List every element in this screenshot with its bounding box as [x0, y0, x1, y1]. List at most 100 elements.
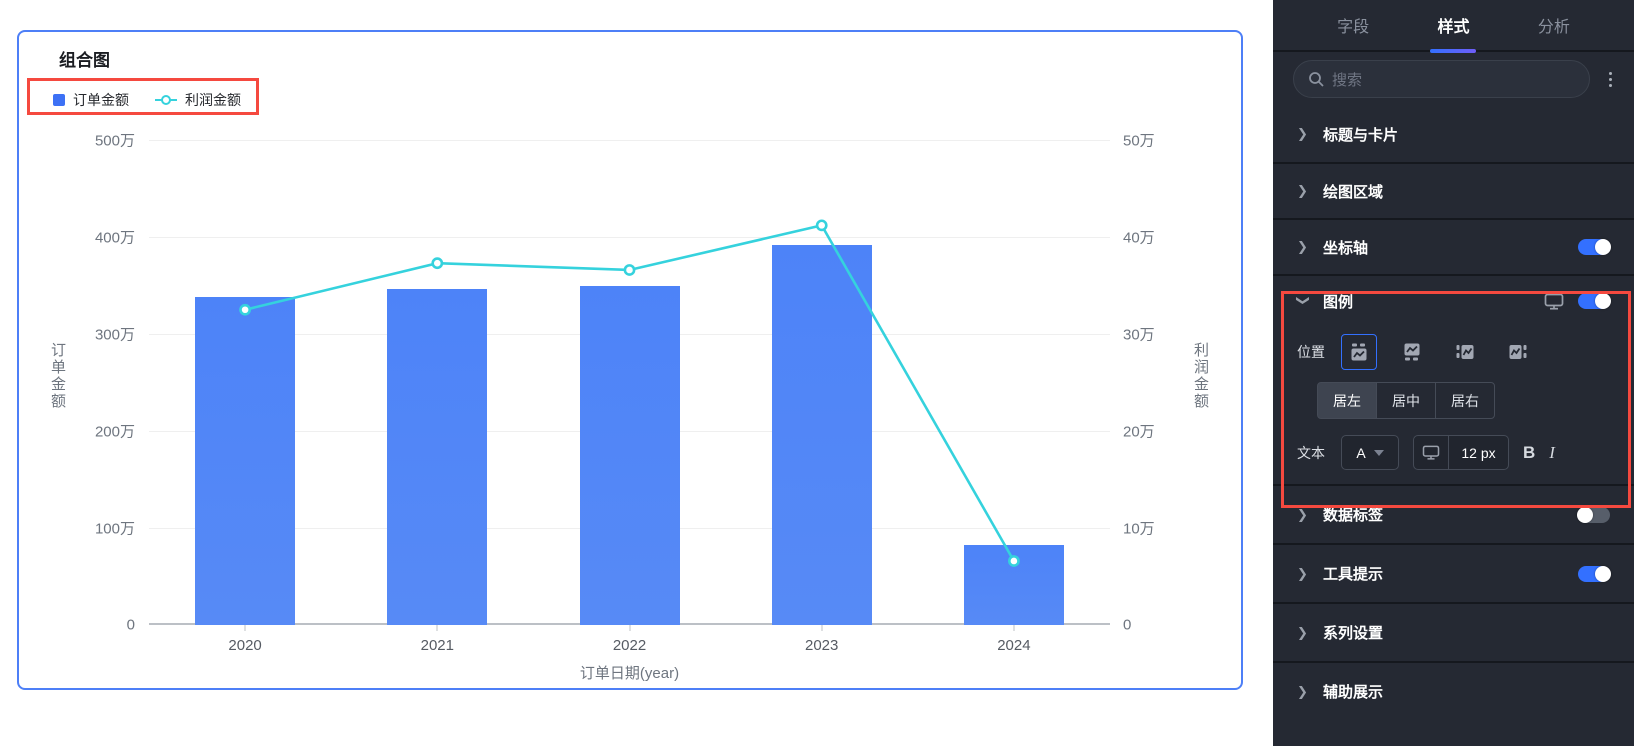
right-axis-tick: 30万: [1123, 326, 1155, 344]
x-tick-label-2024: 2024: [997, 637, 1031, 654]
x-tick-label-2020: 2020: [228, 637, 262, 654]
section-data-labels[interactable]: ❯ 数据标签: [1273, 484, 1634, 543]
tooltip-toggle[interactable]: [1578, 565, 1611, 582]
left-axis-tick: 200万: [94, 423, 135, 441]
right-axis-title: 利润金额: [1192, 342, 1209, 410]
x-tick-mark: [629, 625, 630, 631]
x-tick-label-2022: 2022: [612, 637, 647, 654]
left-axis-title: 订单金额: [49, 342, 66, 410]
x-tick-mark: [821, 625, 823, 631]
axes-toggle[interactable]: [1578, 239, 1611, 255]
font-size-group: 12 px: [1413, 435, 1509, 470]
legend-top-icon: [1351, 343, 1367, 361]
line-point-2024[interactable]: [1008, 555, 1020, 567]
line-series-swatch: [155, 94, 177, 106]
profit-line-series[interactable]: [149, 140, 1110, 625]
legend-bar-label: 订单金额: [73, 92, 129, 108]
x-axis-title: 订单日期(year): [579, 665, 680, 682]
combo-chart-plot[interactable]: 0 0 100万 10万 200万 20万 300万 30万 400万 40万 500万 50万 202…: [95, 133, 1155, 655]
align-center-button[interactable]: 居中: [1376, 382, 1436, 419]
bold-button[interactable]: B: [1523, 442, 1536, 462]
tab-analysis[interactable]: 分析: [1537, 19, 1570, 36]
caret-down-icon: [1373, 449, 1384, 456]
section-title-card[interactable]: ❯ 标题与卡片: [1297, 126, 1399, 144]
bar-series-swatch: [53, 94, 65, 106]
section-series-settings[interactable]: ❯ 系列设置: [1273, 602, 1634, 661]
chevron-right-icon: ❯: [1297, 239, 1308, 254]
bar-2020[interactable]: [195, 297, 296, 625]
legend-text-row: 文本 A 12 px: [1273, 435, 1634, 470]
legend-item-bar[interactable]: 订单金额: [53, 90, 129, 110]
chevron-right-icon: ❯: [1297, 126, 1308, 141]
chart-legend: 订单金额 利润金额: [41, 85, 261, 115]
legend-right-icon: [1509, 345, 1527, 359]
chevron-right-icon: ❯: [1297, 624, 1308, 640]
x-tick-label-2021: 2021: [420, 637, 454, 654]
x-tick-label-2023: 2023: [805, 637, 839, 654]
right-axis-tick: 50万: [1123, 132, 1155, 150]
monitor-icon[interactable]: [1544, 293, 1564, 310]
chart-card: 组合图 订单金额 利润金额 0 0 100万 10万 200万 20万 300万 30万 400…: [17, 30, 1243, 690]
legend-position-bottom-button[interactable]: [1394, 334, 1430, 370]
section-plot-area[interactable]: ❯ 绘图区域: [1273, 162, 1634, 218]
align-right-button[interactable]: 居右: [1435, 382, 1495, 419]
legend-toggle[interactable]: [1578, 293, 1611, 309]
chevron-right-icon: ❯: [1297, 506, 1308, 522]
bar-2023[interactable]: [771, 244, 872, 625]
style-panel: 字段 样式 分析 搜索 ❯ 标题与卡片 ❯ 绘图区域: [1273, 0, 1634, 746]
x-tick-mark: [436, 625, 438, 631]
search-placeholder: 搜索: [1332, 71, 1363, 89]
legend-alignment-group: 居左 居中 居右: [1317, 382, 1634, 419]
legend-item-line[interactable]: 利润金额: [155, 90, 241, 110]
right-axis-tick: 0: [1123, 616, 1132, 634]
line-point-2021[interactable]: [431, 257, 444, 270]
tab-style[interactable]: 样式: [1433, 0, 1473, 51]
legend-line-label: 利润金额: [185, 92, 241, 108]
legend-position-row: 位置: [1273, 334, 1634, 370]
section-axes[interactable]: ❯ 坐标轴: [1273, 218, 1634, 274]
font-size-value[interactable]: 12 px: [1449, 435, 1509, 470]
search-row: 搜索: [1273, 52, 1634, 106]
section-legend-expanded: ❯ 图例 位置: [1273, 274, 1634, 484]
legend-position-right-button[interactable]: [1500, 334, 1536, 370]
right-axis-tick: 20万: [1123, 423, 1155, 441]
chevron-down-icon: ❯: [1296, 295, 1311, 306]
x-tick-mark: [1013, 625, 1015, 631]
search-icon: [1309, 72, 1324, 87]
panel-tabs: 字段 样式 分析: [1273, 0, 1634, 52]
align-left-button[interactable]: 居左: [1317, 382, 1377, 419]
left-axis-tick: 0: [126, 616, 135, 634]
right-axis-tick: 10万: [1123, 520, 1155, 538]
chevron-right-icon: ❯: [1297, 183, 1308, 198]
gridline: [149, 140, 1110, 141]
left-axis-tick: 100万: [94, 520, 135, 538]
monitor-icon-small[interactable]: [1413, 435, 1449, 470]
section-legend-header[interactable]: ❯ 图例: [1273, 276, 1634, 326]
chevron-right-icon: ❯: [1297, 565, 1308, 581]
left-axis-tick: 300万: [94, 326, 135, 344]
chevron-right-icon: ❯: [1297, 683, 1308, 699]
chart-title: 组合图: [59, 51, 110, 70]
kebab-menu-icon[interactable]: [1600, 66, 1620, 92]
tab-fields[interactable]: 字段: [1337, 19, 1370, 36]
section-tooltip[interactable]: ❯ 工具提示: [1273, 543, 1634, 602]
legend-position-left-button[interactable]: [1447, 334, 1483, 370]
legend-bottom-icon: [1404, 343, 1420, 361]
italic-button[interactable]: I: [1549, 442, 1555, 462]
line-point-2022[interactable]: [623, 264, 636, 276]
line-point-2020[interactable]: [239, 303, 251, 316]
data-labels-toggle[interactable]: [1577, 506, 1610, 523]
legend-position-top-button[interactable]: [1341, 334, 1377, 370]
bar-2022[interactable]: [579, 286, 680, 625]
right-axis-tick: 40万: [1123, 229, 1155, 247]
section-auxiliary-display[interactable]: ❯ 辅助展示: [1273, 661, 1634, 720]
gridline: [149, 237, 1110, 238]
x-tick-mark: [244, 625, 246, 631]
legend-left-icon: [1456, 345, 1474, 359]
line-point-2023[interactable]: [815, 219, 828, 232]
bar-2021[interactable]: [387, 289, 488, 625]
font-color-dropdown[interactable]: A: [1341, 435, 1399, 470]
panel-sections: ❯ 标题与卡片 ❯ 绘图区域 ❯ 坐标轴 ❯ 图例: [1273, 106, 1634, 720]
search-input[interactable]: 搜索: [1293, 60, 1590, 98]
